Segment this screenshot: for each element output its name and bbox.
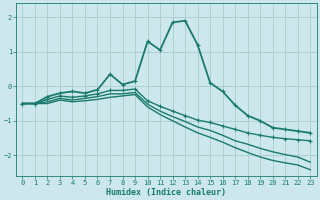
X-axis label: Humidex (Indice chaleur): Humidex (Indice chaleur) [106,188,226,197]
